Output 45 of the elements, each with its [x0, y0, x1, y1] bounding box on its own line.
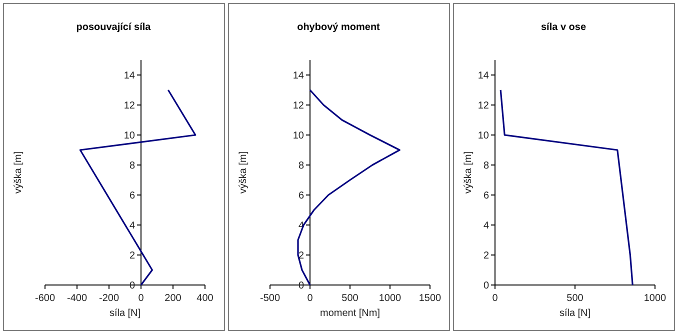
- y-axis-title: výška [m]: [13, 151, 24, 194]
- x-tick-label: 1500: [418, 293, 442, 304]
- x-tick-label: -400: [66, 293, 88, 304]
- y-tick-label: 8: [483, 160, 490, 172]
- x-tick-label: 200: [164, 293, 182, 304]
- y-tick-label: 14: [478, 70, 490, 82]
- y-tick-label: 4: [483, 220, 490, 232]
- x-tick-label: 500: [342, 293, 359, 304]
- y-axis-title: výška [m]: [238, 151, 249, 194]
- x-tick-label: -200: [98, 293, 120, 304]
- x-tick-label: -500: [260, 293, 280, 304]
- y-tick-label: 4: [129, 220, 136, 232]
- y-tick-label: 6: [298, 190, 304, 202]
- y-tick-label: 12: [124, 100, 136, 112]
- y-tick-label: 6: [129, 190, 136, 202]
- y-tick-label: 12: [478, 100, 490, 112]
- line-series: [500, 89, 634, 286]
- y-tick-label: 10: [292, 130, 304, 142]
- y-tick-label: 2: [129, 250, 136, 262]
- y-tick-label: 10: [124, 130, 136, 142]
- x-axis-title: moment [Nm]: [320, 308, 380, 319]
- x-axis-title: síla [N]: [559, 308, 591, 319]
- y-tick-label: 6: [483, 190, 490, 202]
- x-tick-label: -600: [34, 293, 56, 304]
- y-tick-label: 2: [483, 250, 490, 262]
- x-tick-label: 0: [307, 293, 314, 304]
- y-tick-label: 0: [483, 280, 490, 292]
- y-tick-label: 10: [478, 130, 490, 142]
- chart-title: síla v ose: [540, 22, 586, 33]
- y-tick-label: 14: [292, 70, 304, 82]
- y-tick-label: 8: [129, 160, 136, 172]
- x-tick-label: 1000: [378, 293, 402, 304]
- chart-title: posouvající síla: [76, 22, 152, 33]
- y-tick-label: 14: [124, 70, 136, 82]
- y-tick-label: 8: [298, 160, 304, 172]
- x-tick-label: 0: [138, 293, 144, 304]
- x-axis-title: síla [N]: [109, 308, 141, 319]
- y-axis-title: výška [m]: [463, 151, 474, 194]
- y-tick-label: 2: [298, 250, 304, 262]
- x-tick-label: 0: [492, 293, 498, 304]
- x-tick-label: 1000: [644, 293, 667, 304]
- y-tick-label: 12: [292, 100, 304, 112]
- x-tick-label: 400: [196, 293, 214, 304]
- chart-title: ohybový moment: [297, 22, 381, 33]
- x-tick-label: 500: [566, 293, 584, 304]
